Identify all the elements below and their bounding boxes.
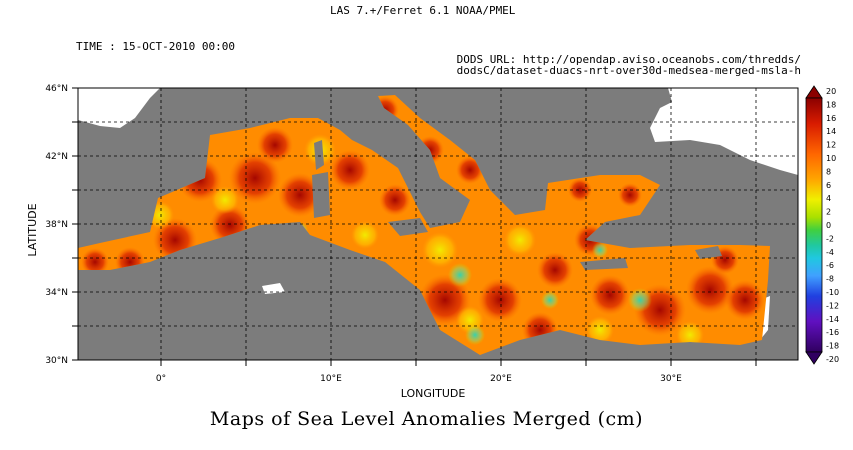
time-label: TIME : 15-OCT-2010 00:00 <box>76 40 235 53</box>
colorbar-bottom-arrow <box>805 351 823 365</box>
colorbar-tick-label: -8 <box>826 275 834 284</box>
colorbar-tick-label: 0 <box>826 221 831 230</box>
plot-title: Maps of Sea Level Anomalies Merged (cm) <box>209 408 644 430</box>
x-axis-label: LONGITUDE <box>401 387 466 400</box>
software-header: LAS 7.+/Ferret 6.1 NOAA/PMEL <box>330 4 516 17</box>
sardinia-island <box>312 172 330 218</box>
colorbar-top-arrow <box>805 85 823 99</box>
colorbar-tick-label: -4 <box>826 248 834 257</box>
colorbar-bar <box>805 97 823 353</box>
x-tick-label: 0° <box>156 374 166 384</box>
colorbar-tick-label: 16 <box>826 114 836 123</box>
colorbar-tick-label: 10 <box>826 154 836 163</box>
colorbar-tick-label: -6 <box>826 261 834 270</box>
colorbar-tick-label: 4 <box>826 194 831 203</box>
y-tick-label: 38°N <box>45 220 68 230</box>
y-tick-label: 30°N <box>45 356 68 366</box>
x-tick-label: 10°E <box>320 374 342 384</box>
y-tick-label: 34°N <box>45 288 68 298</box>
corsica-island <box>314 140 324 170</box>
nodata-region-black-sea <box>650 88 798 175</box>
colorbar-tick-label: 20 <box>826 87 836 96</box>
nodata-region-atlantic <box>78 88 160 128</box>
colorbar-tick-label: -14 <box>826 315 839 324</box>
y-axis-label: LATITUDE <box>26 203 39 256</box>
colorbar-tick-label: -12 <box>826 301 839 310</box>
colorbar-tick-label: 8 <box>826 167 831 176</box>
dods-url-line-1: DODS URL: http://opendap.aviso.oceanobs.… <box>456 53 801 66</box>
dods-url-line-2: dodsC/dataset-duacs-nrt-over30d-medsea-m… <box>456 64 801 77</box>
x-tick-label: 20°E <box>490 374 512 384</box>
cyprus-island <box>695 246 722 259</box>
colorbar-tick-label: -18 <box>826 342 839 351</box>
colorbar-tick-label: 2 <box>826 208 831 217</box>
colorbar-tick-label: -20 <box>826 355 839 364</box>
nodata-region-coast <box>262 283 285 294</box>
x-tick-label: 30°E <box>660 374 682 384</box>
colorbar-tick-label: -2 <box>826 234 834 243</box>
tick-marks <box>72 87 757 366</box>
colorbar-tick-label: -16 <box>826 328 839 337</box>
y-tick-label: 42°N <box>45 152 68 162</box>
colorbar-tick-label: 6 <box>826 181 831 190</box>
sicily-island <box>388 218 428 236</box>
colorbar-tick-label: 18 <box>826 100 836 109</box>
colorbar-tick-label: 12 <box>826 141 836 150</box>
colorbar-tick-label: -10 <box>826 288 839 297</box>
grid <box>78 88 798 360</box>
colorbar-tick-label: 14 <box>826 127 836 136</box>
y-tick-label: 46°N <box>45 84 68 94</box>
colorbar: 20181614121086420-2-4-6-8-10-12-14-16-18… <box>805 85 839 365</box>
crete-island <box>580 258 628 270</box>
delta-land <box>626 352 638 360</box>
